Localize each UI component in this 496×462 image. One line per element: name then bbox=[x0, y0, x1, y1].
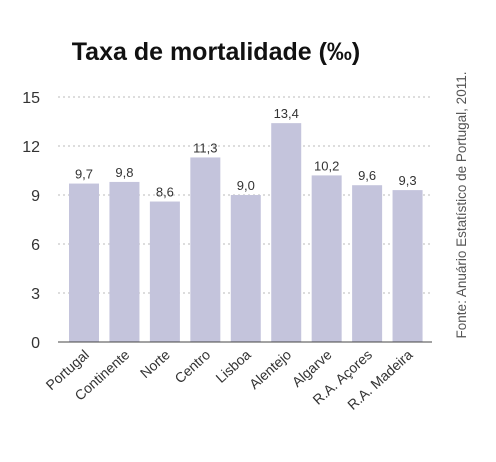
data-label: 9,3 bbox=[399, 173, 417, 188]
bar bbox=[149, 201, 180, 342]
data-label: 11,3 bbox=[193, 140, 217, 155]
bar bbox=[109, 181, 140, 342]
bars bbox=[69, 123, 423, 342]
data-labels: 9,7 9,8 8,6 11,3 9,0 13,4 10,2 9,6 9,3 bbox=[75, 106, 417, 199]
data-label: 8,6 bbox=[156, 185, 174, 200]
x-category-label: Norte bbox=[137, 346, 173, 381]
y-tick-label: 12 bbox=[22, 139, 40, 156]
source-note: Fonte: Anuário Estatístico de Portugal, … bbox=[454, 72, 469, 339]
bar bbox=[230, 195, 261, 342]
x-category-label: Alentejo bbox=[246, 346, 294, 392]
bar bbox=[69, 183, 99, 342]
bar bbox=[392, 190, 423, 342]
y-tick-label: 0 bbox=[31, 335, 40, 352]
x-category-label: Centro bbox=[171, 346, 213, 386]
bar bbox=[190, 157, 221, 342]
y-tick-label: 9 bbox=[31, 188, 40, 205]
data-label: 9,6 bbox=[358, 168, 376, 183]
data-label: 9,7 bbox=[75, 167, 93, 182]
bar bbox=[311, 175, 342, 342]
bar bbox=[271, 123, 302, 342]
data-label: 9,8 bbox=[115, 165, 133, 180]
y-tick-label: 15 bbox=[22, 90, 40, 107]
chart-title: Taxa de mortalidade (‰) bbox=[72, 38, 361, 66]
data-label: 9,0 bbox=[237, 178, 255, 193]
y-tick-label: 3 bbox=[31, 286, 40, 303]
data-label: 13,4 bbox=[274, 106, 299, 121]
y-tick-label: 6 bbox=[31, 237, 40, 254]
y-axis-ticks: 0 3 6 9 12 15 bbox=[22, 90, 40, 352]
data-label: 10,2 bbox=[314, 158, 339, 173]
bar bbox=[352, 185, 383, 342]
